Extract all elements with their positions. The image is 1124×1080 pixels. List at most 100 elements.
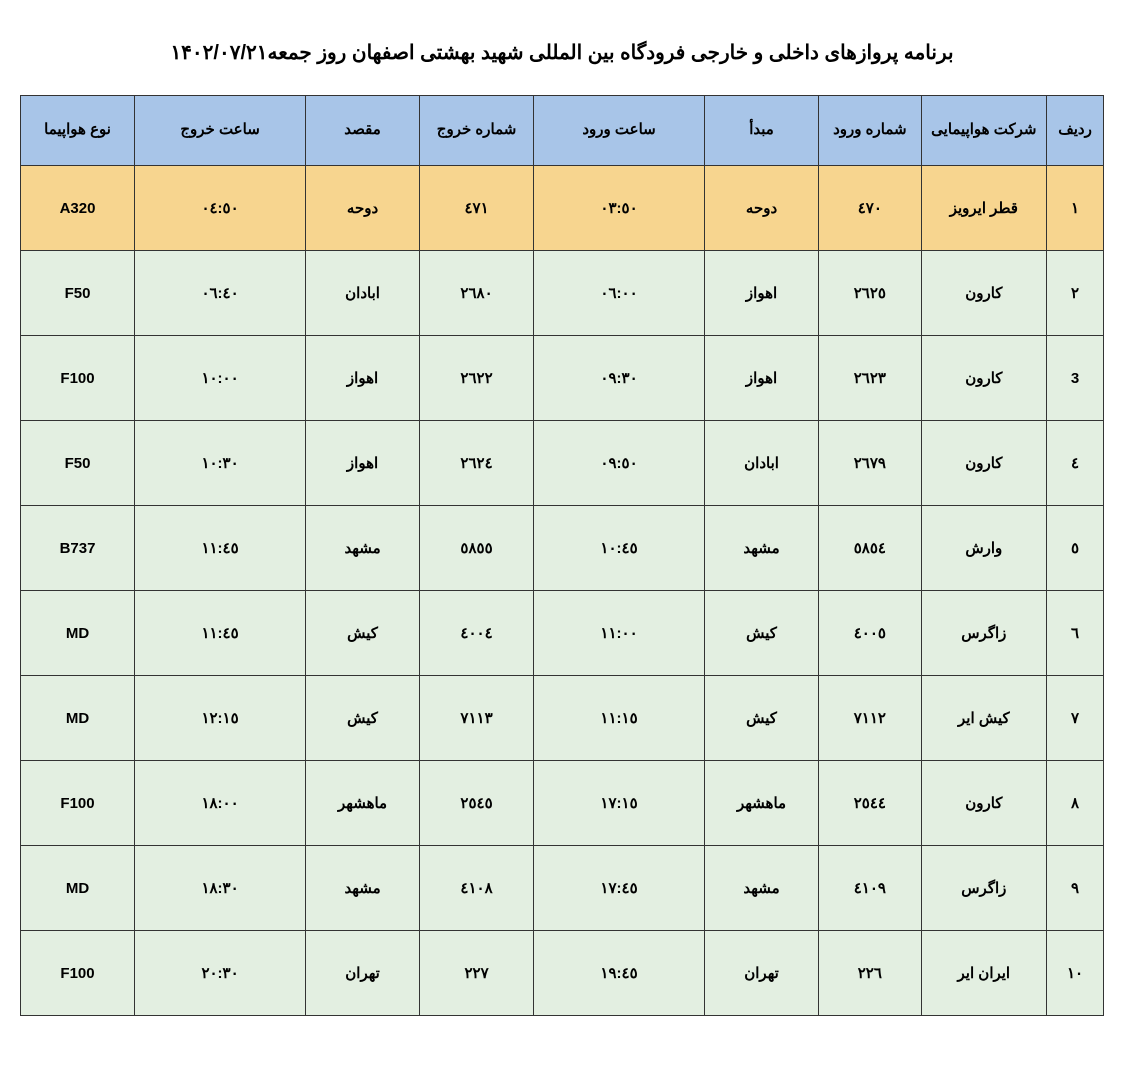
cell-departure-time: ١٠:٠٠	[135, 336, 306, 421]
cell-row-number: ١٠	[1047, 931, 1104, 1016]
cell-airline: کارون	[921, 251, 1046, 336]
cell-arrival-time: ٠٣:٥٠	[534, 166, 705, 251]
cell-arrival-number: ٢٦٧٩	[819, 421, 922, 506]
cell-arrival-time: ١٩:٤٥	[534, 931, 705, 1016]
cell-destination: تهران	[306, 931, 420, 1016]
cell-aircraft: F50	[21, 251, 135, 336]
cell-airline: قطر ایرویز	[921, 166, 1046, 251]
cell-departure-number: ٢٦٨٠	[420, 251, 534, 336]
cell-arrival-time: ١٧:٤٥	[534, 846, 705, 931]
cell-arrival-time: ٠٩:٥٠	[534, 421, 705, 506]
cell-row-number: ٩	[1047, 846, 1104, 931]
cell-row-number: ۲	[1047, 251, 1104, 336]
cell-departure-number: ٤٠٠٤	[420, 591, 534, 676]
cell-aircraft: F100	[21, 931, 135, 1016]
header-origin: مبدأ	[705, 96, 819, 166]
cell-destination: کیش	[306, 676, 420, 761]
cell-departure-time: ١٠:٣٠	[135, 421, 306, 506]
cell-origin: ابادان	[705, 421, 819, 506]
cell-departure-time: ١١:٤٥	[135, 591, 306, 676]
table-row: ۲کارون٢٦٢٥اهواز٠٦:٠٠٢٦٨٠ابادان٠٦:٤٠F50	[21, 251, 1104, 336]
header-arrival-time: ساعت ورود	[534, 96, 705, 166]
cell-departure-number: ٤١٠٨	[420, 846, 534, 931]
cell-departure-number: ٥٨٥٥	[420, 506, 534, 591]
header-airline: شرکت هواپیمایی	[921, 96, 1046, 166]
cell-origin: مشهد	[705, 846, 819, 931]
table-row: ٩زاگرس٤١٠٩مشهد١٧:٤٥٤١٠٨مشهد١٨:٣٠MD	[21, 846, 1104, 931]
cell-arrival-number: ٤٠٠٥	[819, 591, 922, 676]
cell-arrival-time: ١٠:٤٥	[534, 506, 705, 591]
cell-row-number: ٦	[1047, 591, 1104, 676]
cell-destination: دوحه	[306, 166, 420, 251]
cell-row-number: ٧	[1047, 676, 1104, 761]
cell-departure-number: ٧١١٣	[420, 676, 534, 761]
cell-arrival-number: ٢٥٤٤	[819, 761, 922, 846]
table-row: ٧کیش ایر٧١١٢کیش١١:١٥٧١١٣کیش١٢:١٥MD	[21, 676, 1104, 761]
table-row: 3کارون٢٦٢٣اهواز٠٩:٣٠٢٦٢٢اهواز١٠:٠٠F100	[21, 336, 1104, 421]
cell-origin: اهواز	[705, 251, 819, 336]
cell-aircraft: A320	[21, 166, 135, 251]
cell-aircraft: F100	[21, 761, 135, 846]
table-row: ٦زاگرس٤٠٠٥کیش١١:٠٠٤٠٠٤کیش١١:٤٥MD	[21, 591, 1104, 676]
cell-destination: اهواز	[306, 421, 420, 506]
flight-schedule-table: ردیف شرکت هواپیمایی شماره ورود مبدأ ساعت…	[20, 95, 1104, 1016]
table-row: ١٠ایران ایر٢٢٦تهران١٩:٤٥٢٢٧تهران٢٠:٣٠F10…	[21, 931, 1104, 1016]
cell-row-number: 3	[1047, 336, 1104, 421]
cell-destination: ابادان	[306, 251, 420, 336]
cell-origin: مشهد	[705, 506, 819, 591]
table-row: ٤کارون٢٦٧٩ابادان٠٩:٥٠٢٦٢٤اهواز١٠:٣٠F50	[21, 421, 1104, 506]
header-aircraft: نوع هواپیما	[21, 96, 135, 166]
cell-airline: وارش	[921, 506, 1046, 591]
cell-arrival-time: ١٧:١٥	[534, 761, 705, 846]
cell-arrival-time: ٠٦:٠٠	[534, 251, 705, 336]
table-row: ٥وارش٥٨٥٤مشهد١٠:٤٥٥٨٥٥مشهد١١:٤٥B737	[21, 506, 1104, 591]
cell-origin: تهران	[705, 931, 819, 1016]
cell-origin: دوحه	[705, 166, 819, 251]
cell-arrival-time: ١١:٠٠	[534, 591, 705, 676]
cell-arrival-time: ٠٩:٣٠	[534, 336, 705, 421]
page-title: برنامه پروازهای داخلی و خارجی فرودگاه بی…	[20, 40, 1104, 65]
cell-departure-number: ٢٢٧	[420, 931, 534, 1016]
cell-departure-time: ١١:٤٥	[135, 506, 306, 591]
cell-airline: ایران ایر	[921, 931, 1046, 1016]
cell-arrival-number: ٤٧٠	[819, 166, 922, 251]
header-departure-time: ساعت خروج	[135, 96, 306, 166]
cell-destination: مشهد	[306, 846, 420, 931]
header-row-number: ردیف	[1047, 96, 1104, 166]
cell-aircraft: MD	[21, 591, 135, 676]
cell-aircraft: F100	[21, 336, 135, 421]
cell-arrival-number: ٢٦٢٣	[819, 336, 922, 421]
cell-aircraft: B737	[21, 506, 135, 591]
cell-departure-time: ١٨:٣٠	[135, 846, 306, 931]
cell-arrival-number: ٢٦٢٥	[819, 251, 922, 336]
cell-airline: زاگرس	[921, 846, 1046, 931]
cell-departure-number: ٢٦٢٤	[420, 421, 534, 506]
cell-origin: کیش	[705, 676, 819, 761]
cell-airline: کارون	[921, 421, 1046, 506]
cell-departure-time: ٢٠:٣٠	[135, 931, 306, 1016]
cell-arrival-number: ٤١٠٩	[819, 846, 922, 931]
cell-airline: زاگرس	[921, 591, 1046, 676]
cell-arrival-number: ٧١١٢	[819, 676, 922, 761]
cell-aircraft: F50	[21, 421, 135, 506]
cell-destination: کیش	[306, 591, 420, 676]
cell-airline: کارون	[921, 761, 1046, 846]
cell-departure-time: ٠٤:٥٠	[135, 166, 306, 251]
cell-departure-number: ٢٥٤٥	[420, 761, 534, 846]
header-departure-number: شماره خروج	[420, 96, 534, 166]
cell-destination: اهواز	[306, 336, 420, 421]
cell-row-number: ٥	[1047, 506, 1104, 591]
cell-departure-time: ٠٦:٤٠	[135, 251, 306, 336]
cell-departure-time: ١٢:١٥	[135, 676, 306, 761]
cell-origin: اهواز	[705, 336, 819, 421]
cell-arrival-time: ١١:١٥	[534, 676, 705, 761]
cell-arrival-number: ٥٨٥٤	[819, 506, 922, 591]
cell-row-number: ٤	[1047, 421, 1104, 506]
cell-aircraft: MD	[21, 676, 135, 761]
cell-aircraft: MD	[21, 846, 135, 931]
cell-departure-number: ٤٧١	[420, 166, 534, 251]
table-header-row: ردیف شرکت هواپیمایی شماره ورود مبدأ ساعت…	[21, 96, 1104, 166]
cell-airline: کارون	[921, 336, 1046, 421]
table-row: ٨کارون٢٥٤٤ماهشهر١٧:١٥٢٥٤٥ماهشهر١٨:٠٠F100	[21, 761, 1104, 846]
table-row: ۱قطر ایرویز٤٧٠دوحه٠٣:٥٠٤٧١دوحه٠٤:٥٠A320	[21, 166, 1104, 251]
